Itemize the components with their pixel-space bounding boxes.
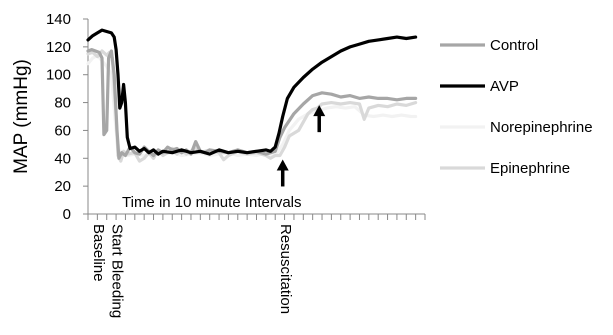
y-tick-label: 0 — [63, 206, 71, 223]
axes — [83, 18, 426, 220]
x-category-label: Resuscitation — [277, 224, 294, 314]
series-line-avp — [86, 28, 418, 156]
legend-item-epinephrine: Epinephrine — [440, 160, 570, 177]
x-category-label: Baseline — [90, 224, 107, 282]
y-tick-labels: 0 20 40 60 80 100 120 140 — [46, 11, 71, 223]
y-tick-label: 40 — [54, 150, 71, 167]
series-line-control — [86, 48, 418, 160]
y-tick-label: 100 — [46, 67, 71, 84]
y-axis-label: MAP (mmHg) — [11, 59, 32, 174]
y-tick-label: 20 — [54, 178, 71, 195]
up-arrow-icon — [276, 159, 289, 187]
y-tick-label: 60 — [54, 122, 71, 139]
time-interval-annotation: Time in 10 minute Intervals — [122, 194, 302, 211]
legend-item-control: Control — [440, 37, 538, 54]
series-line-epinephrine — [86, 49, 418, 163]
y-tick-label: 80 — [54, 95, 71, 112]
y-tick-label: 140 — [46, 11, 71, 28]
legend-item-avp: AVP — [440, 78, 519, 95]
x-category-label: Start Bleeding — [109, 224, 126, 318]
series-line-norepinephrine — [86, 53, 418, 158]
legend-label: AVP — [490, 78, 519, 95]
legend-item-norepinephrine: Norepinephrine — [440, 119, 593, 136]
legend-label: Epinephrine — [490, 160, 570, 177]
legend: Control AVP Norepinephrine Epinephrine — [440, 37, 593, 177]
annotation-arrows — [276, 105, 326, 187]
legend-label: Norepinephrine — [490, 119, 593, 136]
y-tick-label: 120 — [46, 39, 71, 56]
up-arrow-icon — [313, 105, 326, 133]
series-lines — [86, 28, 418, 163]
x-category-labels: Baseline Start Bleeding Resuscitation — [90, 224, 294, 318]
legend-label: Control — [490, 37, 538, 54]
